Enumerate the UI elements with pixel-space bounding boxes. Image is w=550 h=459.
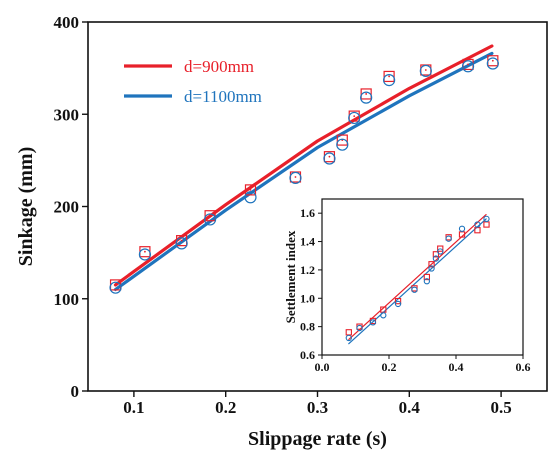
main-y-tick-label: 200 (54, 198, 80, 217)
main-data-point-dot (114, 284, 117, 286)
main-data-point-circle (383, 74, 396, 87)
inset-data-point-circle (423, 278, 431, 285)
main-data-point-dot (144, 250, 146, 253)
main-data-point-circle (348, 111, 361, 125)
main-x-tick-label: 0.1 (123, 398, 144, 417)
inset-x-tick-label: 0.0 (315, 360, 330, 374)
inset-data-point-square (423, 273, 431, 281)
inset-y-tick-label: 1.2 (300, 263, 315, 277)
inset-y-tick-label: 1.6 (300, 206, 315, 220)
inset-data-point-square (428, 261, 435, 268)
inset-y-tick-label: 0.8 (300, 320, 315, 334)
inset-data-point-circle (428, 265, 435, 272)
inset-x-tick-label: 0.4 (449, 360, 464, 374)
main-data-point-square (244, 184, 257, 196)
inset-data-point-circle (445, 235, 452, 242)
main-data-point-dot (491, 59, 494, 62)
main-y-tick-label: 100 (54, 290, 80, 309)
main-data-point-circle (486, 57, 499, 70)
inset-y-axis-title: Settlement index (283, 230, 298, 323)
main-y-tick-label: 400 (54, 13, 80, 32)
main-data-point-dot (249, 188, 252, 191)
main-data-point-square (360, 88, 372, 100)
inset-data-point-circle (411, 286, 418, 293)
main-data-point-dot (365, 93, 368, 95)
inset-plot: 0.0 0.2 0.4 0.6 0.6 0.8 1.0 1.2 1.4 1.6Settlement… (283, 198, 531, 374)
main-data-point-circle (175, 237, 188, 250)
inset-data-point-square (437, 245, 444, 252)
y-axis-title: Sinkage (mm) (15, 147, 37, 266)
main-fit-line (113, 51, 494, 292)
inset-data-point-circle (437, 248, 444, 255)
main-x-tick-label: 0.4 (399, 398, 421, 417)
main-data-point-circle (419, 64, 432, 77)
main-data-point-dot (209, 214, 211, 217)
main-data-point-square (336, 134, 348, 146)
main-data-point-dot (353, 115, 356, 117)
main-data-point-circle (138, 248, 152, 261)
main-data-point-circle (323, 152, 336, 165)
main-fit-line (113, 44, 494, 287)
inset-x-tick-label: 0.2 (382, 360, 397, 374)
main-data-point-dot (467, 63, 469, 66)
inset-data-point-circle (380, 312, 387, 319)
main-data-point-circle (203, 213, 217, 226)
inset-data-point-square (394, 297, 402, 305)
inset-data-point-circle (483, 215, 490, 223)
inset-x-tick-label: 0.6 (516, 360, 531, 374)
main-y-tick-label: 300 (54, 105, 80, 124)
main-data-point-dot (328, 155, 331, 158)
main-data-point-circle (461, 60, 475, 73)
main-data-point-circle (109, 281, 122, 294)
legend-label-d900: d=900mm (184, 57, 254, 76)
inset-data-point-circle (432, 255, 440, 262)
legend-label-d1100: d=1100mm (184, 87, 262, 106)
main-x-tick-label: 0.2 (215, 398, 236, 417)
main-data-point-dot (388, 75, 391, 78)
main-x-tick-label: 0.5 (490, 398, 511, 417)
main-data-point-square (383, 70, 395, 83)
main-data-point-square (204, 210, 216, 222)
inset-y-tick-label: 1.0 (300, 291, 315, 305)
inset-data-point-circle (345, 334, 352, 342)
main-data-point-dot (180, 239, 183, 242)
main-data-point-circle (360, 91, 373, 104)
inset-y-tick-label: 1.4 (300, 235, 315, 249)
inset-data-point-circle (356, 324, 363, 332)
main-data-point-dot (294, 176, 297, 178)
x-axis-title: Slippage rate (s) (248, 428, 387, 450)
inset-fit-line (348, 218, 487, 345)
inset-data-point-circle (369, 319, 377, 326)
main-y-tick-label: 0 (71, 382, 80, 401)
main-data-point-circle (289, 171, 302, 185)
main-data-point-dot (424, 69, 427, 71)
inset-data-point-circle (394, 300, 402, 308)
inset-data-point-circle (474, 221, 481, 228)
main-data-point-circle (244, 191, 257, 204)
main-data-point-circle (336, 138, 349, 151)
inset-y-tick-label: 0.6 (300, 348, 315, 362)
main-x-tick-label: 0.3 (307, 398, 328, 417)
inset-data-point-square (432, 251, 440, 258)
inset-data-point-circle (458, 225, 466, 232)
